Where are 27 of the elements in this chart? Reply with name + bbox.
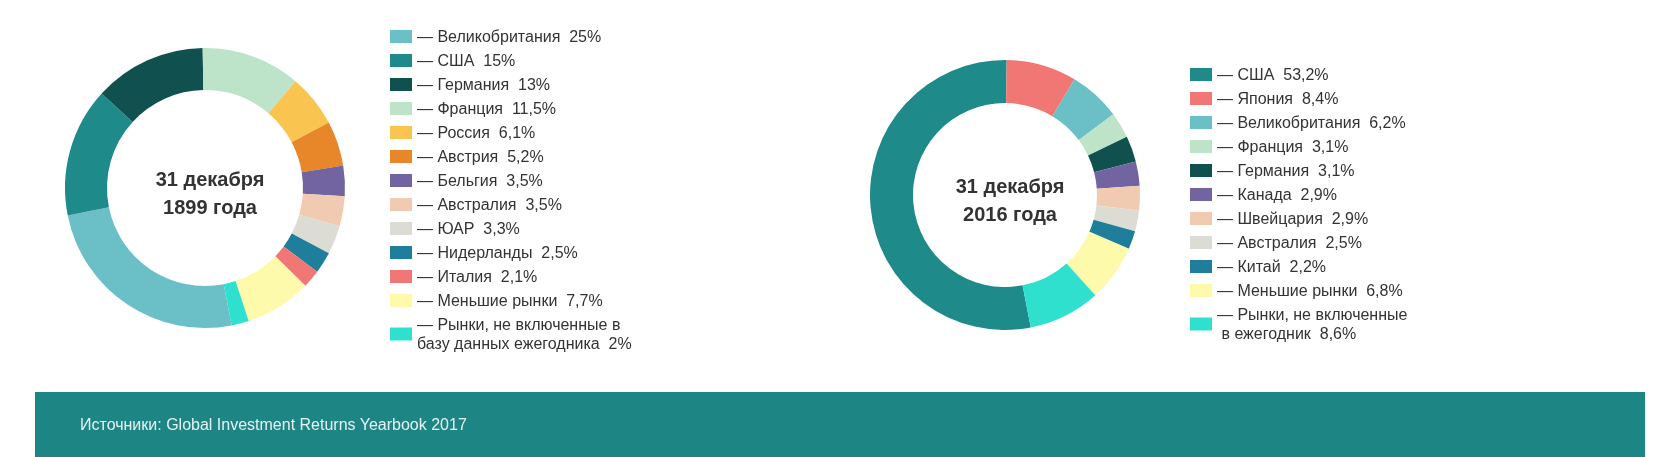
text: Источники: Global Investment Returns Yearbook 2017 (35, 392, 1645, 457)
legend-label: — Рынки, не включенные в ежегодник 8,6% (1217, 306, 1408, 342)
legend-label: — Нидерланды 2,5% (417, 244, 578, 261)
legend-label: — Бельгия 3,5% (417, 172, 543, 189)
legend-label: — Австралия 2,5% (1217, 234, 1362, 251)
text: 31 декабря 2016 года (955, 175, 1065, 225)
legend-label: — Германия 13% (417, 76, 551, 93)
legend-label: — Китай 2,2% (1217, 258, 1327, 275)
legend-label: — Меньшие рынки 7,7% (417, 292, 603, 309)
legend-label: — Россия 6,1% (417, 124, 536, 141)
text: 31 декабря 1899 года (155, 168, 265, 218)
legend-label: — Франция 11,5% (417, 100, 557, 117)
legend-label: — Австралия 3,5% (417, 196, 562, 213)
legend-label: — Великобритания 6,2% (1217, 114, 1406, 131)
legend-label: — Рынки, не включенные в базу данных ежегодника 2% (417, 316, 632, 352)
legend-label: — США 53,2% (1217, 66, 1329, 83)
legend-label: — Канада 2,9% (1217, 186, 1337, 203)
legend-label: — Италия 2,1% (417, 268, 538, 285)
legend-label: — США 15% (417, 52, 516, 69)
legend-label: — Меньшие рынки 6,8% (1217, 282, 1403, 299)
legend-label: — ЮАР 3,3% (417, 220, 520, 237)
legend-label: — Швейцария 2,9% (1217, 210, 1369, 227)
legend-label: — Австрия 5,2% (417, 148, 544, 165)
legend-label: — Япония 8,4% (1217, 90, 1339, 107)
legend-label: — Франция 3,1% (1217, 138, 1349, 155)
legend-label: — Великобритания 25% (417, 28, 602, 45)
legend-label: — Германия 3,1% (1217, 162, 1355, 179)
